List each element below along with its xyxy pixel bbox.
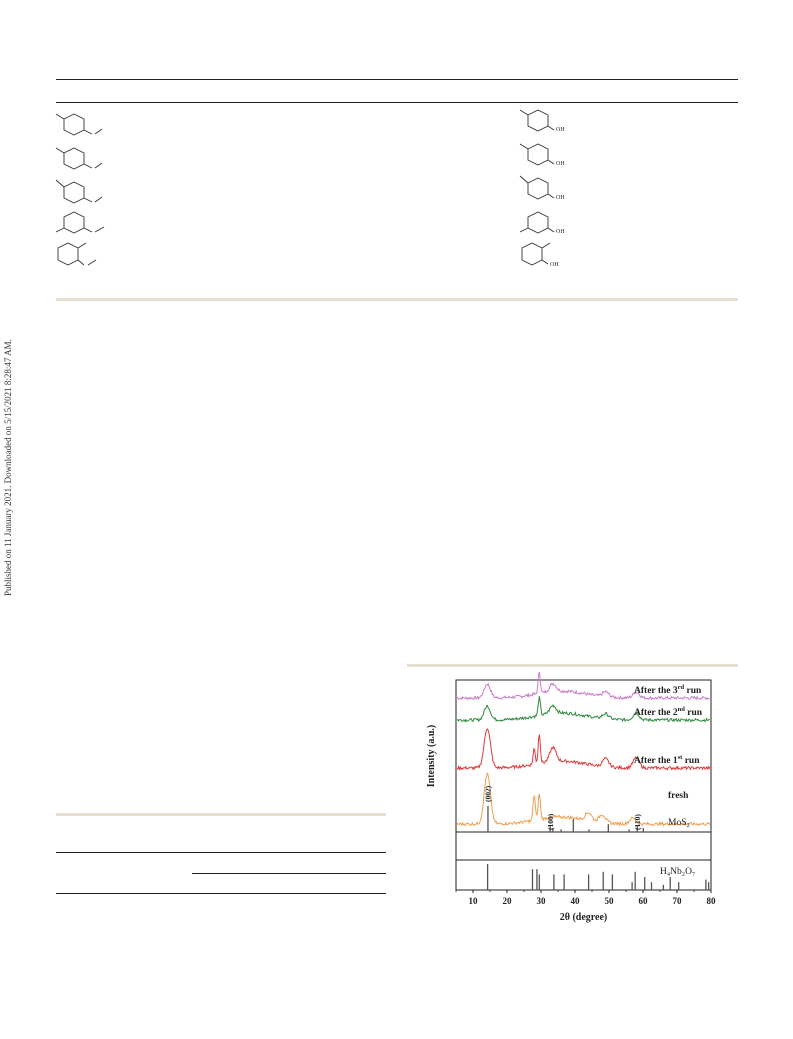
publication-margin-note: Published on 11 January 2021. Downloaded…: [3, 339, 13, 596]
figure-top-rule: [407, 664, 738, 667]
oh-label: OH: [556, 195, 565, 201]
x-tick-label: 50: [605, 896, 615, 906]
oh-label: OH: [556, 161, 565, 167]
x-tick-label: 70: [673, 896, 683, 906]
oh-label: OH: [556, 229, 565, 235]
product-structure-5: [521, 242, 551, 266]
reactant-structures: [55, 113, 105, 266]
miller-index-label: (110): [633, 814, 642, 830]
reactant-structure-5: [57, 242, 97, 266]
x-tick-label: 80: [707, 896, 717, 906]
product-structure-4: [519, 211, 555, 234]
product-structure-3: [519, 175, 555, 200]
plot-frame: [455, 679, 712, 891]
table2-subheader-rule: [192, 873, 386, 874]
table2-header-rule: [56, 852, 386, 853]
reactant-structure-1: [55, 113, 103, 136]
series-line-0: [456, 672, 710, 701]
xrd-chart: 10 20 30 40 50 60 70 80 2θ (degree) Intensity (a.…: [426, 672, 717, 923]
series-label: After the 1st run: [634, 754, 700, 766]
series-label: After the 2nd run: [634, 706, 703, 718]
x-tick-label: 10: [469, 896, 479, 906]
series-line-2: [456, 728, 711, 771]
x-tick-label: 60: [639, 896, 649, 906]
miller-index-label: (100): [546, 813, 555, 830]
y-axis-label: Intensity (a.u.): [426, 725, 437, 788]
oh-label: OH: [550, 262, 559, 268]
product-structure-1: [519, 109, 555, 132]
reference-label: H₄Nb₂O₇: [660, 867, 695, 877]
x-tick-label: 30: [537, 896, 547, 906]
product-structures: [519, 109, 555, 266]
series-label: fresh: [668, 791, 689, 801]
reactant-structure-3: [55, 179, 103, 204]
product-structure-2: [519, 143, 555, 166]
table-header-rule: [56, 102, 738, 103]
x-tick-label: 40: [571, 896, 581, 906]
series-label: After the 3rd run: [634, 684, 702, 696]
reference-label: MoS₂: [668, 818, 690, 828]
reactant-structure-4: [55, 211, 105, 234]
oh-label: OH: [556, 127, 565, 133]
reactant-structure-2: [55, 147, 103, 170]
series-line-3: [456, 772, 711, 827]
table-top-rule: [56, 79, 738, 80]
table-bottom-rule: [56, 298, 738, 301]
table2-bottom-rule: [56, 893, 386, 894]
series-line-1: [456, 696, 711, 723]
table2-top-rule: [56, 813, 386, 816]
x-tick-label: 20: [503, 896, 513, 906]
miller-index-label: (002): [483, 785, 492, 802]
x-axis-label: 2θ (degree): [560, 912, 608, 923]
